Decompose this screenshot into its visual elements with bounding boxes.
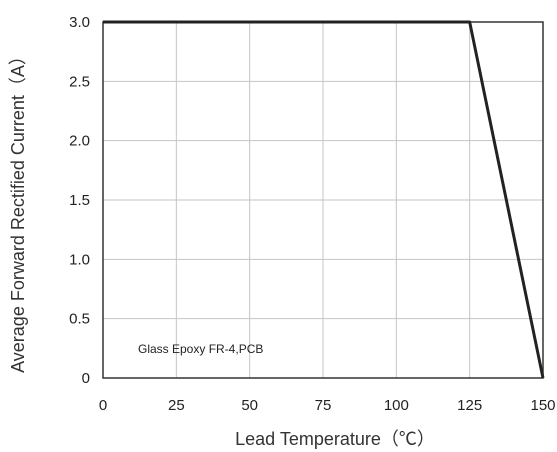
y-tick-labels: 0 0.5 1.0 1.5 2.0 2.5 3.0 bbox=[69, 14, 90, 387]
annotation-glass-epoxy: Glass Epoxy FR-4,PCB bbox=[138, 342, 263, 356]
series-line-0 bbox=[103, 20, 545, 379]
y-tick-label-4: 2.0 bbox=[69, 133, 90, 150]
x-tick-label-4: 100 bbox=[384, 397, 409, 414]
x-tick-label-0: 0 bbox=[99, 397, 107, 414]
y-axis-label: Average Forward Rectified Current（A） bbox=[8, 47, 28, 373]
y-tick-label-6: 3.0 bbox=[69, 14, 90, 31]
y-tick-label-3: 1.5 bbox=[69, 192, 90, 209]
x-axis-label: Lead Temperature（℃） bbox=[235, 429, 435, 449]
x-tick-label-2: 50 bbox=[241, 397, 258, 414]
y-tick-label-2: 1.0 bbox=[69, 251, 90, 268]
y-tick-label-1: 0.5 bbox=[69, 311, 90, 328]
data-series bbox=[103, 20, 545, 379]
y-tick-label-5: 2.5 bbox=[69, 73, 90, 90]
y-tick-label-0: 0 bbox=[82, 370, 90, 387]
grid-lines bbox=[103, 22, 543, 378]
x-tick-label-3: 75 bbox=[315, 397, 332, 414]
x-tick-label-1: 25 bbox=[168, 397, 185, 414]
x-tick-labels: 0 25 50 75 100 125 150 bbox=[99, 397, 556, 414]
x-tick-label-5: 125 bbox=[457, 397, 482, 414]
x-tick-label-6: 150 bbox=[530, 397, 555, 414]
